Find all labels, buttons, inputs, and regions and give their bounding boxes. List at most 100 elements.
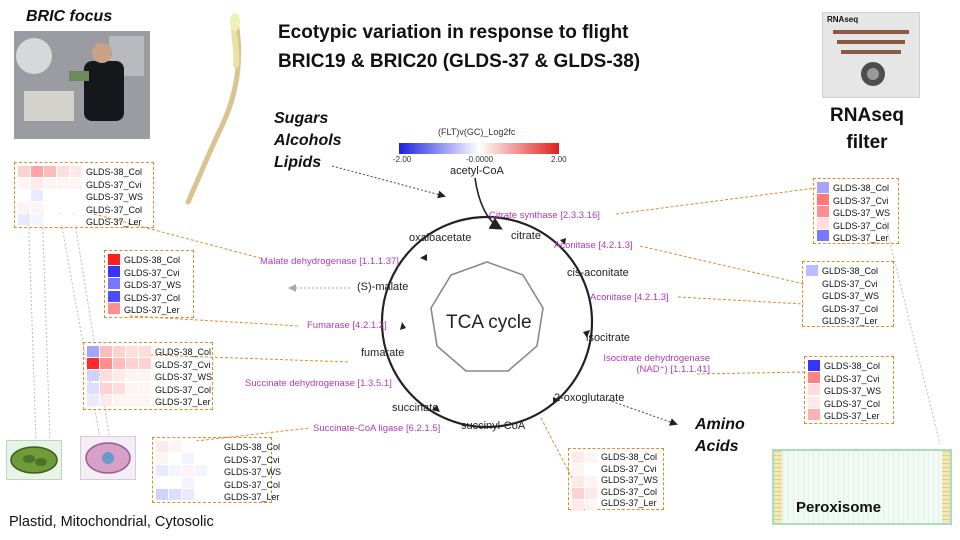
heatmap-cell xyxy=(585,452,597,463)
heatmap-cell xyxy=(182,465,194,476)
heatmap-cell xyxy=(817,218,829,229)
heatmap-cell xyxy=(100,394,112,406)
heatmap-cell xyxy=(70,202,82,213)
bric-focus-label: BRIC focus xyxy=(26,8,113,25)
heatmap-cell xyxy=(808,384,820,396)
heatmap-malate-dh xyxy=(18,166,82,225)
heatmap-cell xyxy=(113,394,125,406)
sample-label: GLDS-37_Cvi xyxy=(822,278,878,289)
heatmap-cell xyxy=(808,408,820,420)
heatmap-labels: GLDS-38_Col GLDS-37_Cvi GLDS-37_WS GLDS-37_… xyxy=(86,166,144,227)
heatmap-cell xyxy=(156,453,168,464)
sample-label: GLDS-37_Cvi xyxy=(224,454,280,465)
enzyme-succinate-dh: Succinate dehydrogenase [1.3.5.1] xyxy=(245,378,392,389)
heatmap-cell xyxy=(108,278,120,290)
heatmap-cell xyxy=(806,313,818,324)
sample-label: GLDS-37_Ler xyxy=(601,498,657,509)
plastid-icon xyxy=(6,440,62,480)
heatmap-cell xyxy=(139,382,151,394)
heatmap-succinyl-ligase xyxy=(156,441,220,500)
heatmap-citrate-synthase xyxy=(817,182,829,241)
heatmap-cell xyxy=(182,441,194,452)
peroxisome-edge-left xyxy=(774,451,782,523)
heatmap-citrate-synthase-box: GLDS-38_Col GLDS-37_Cvi GLDS-37_WS GLDS-37_… xyxy=(813,178,899,244)
rnaseq-filter-label: RNAseq filter xyxy=(826,102,908,156)
heatmap-cell xyxy=(18,166,30,177)
sample-label: GLDS-37_Col xyxy=(124,292,181,303)
metabolite-fumarate: fumarate xyxy=(361,347,405,359)
heatmap-succinate-dh-box: GLDS-38_Col GLDS-37_Cvi GLDS-37_WS GLDS-37_… xyxy=(83,342,213,410)
sample-label: GLDS-37_WS xyxy=(86,192,144,203)
heatmap-cell xyxy=(87,358,99,370)
metabolite-malate: (S)-malate xyxy=(357,281,409,293)
metabolite-acetyl-coa: acetyl-CoA xyxy=(450,165,504,177)
heatmap-cell xyxy=(817,230,829,241)
heatmap-cell xyxy=(572,452,584,463)
seedling-illustration xyxy=(185,13,242,205)
mitochondrion-icon xyxy=(80,436,136,480)
input-sugars: Sugars xyxy=(274,110,329,127)
heatmap-cell xyxy=(169,477,181,488)
heatmap-labels: GLDS-38_Col GLDS-37_Cvi GLDS-37_WS GLDS-37_… xyxy=(224,441,281,502)
sample-label: GLDS-37_Cvi xyxy=(124,267,180,278)
heatmap-cell xyxy=(139,346,151,357)
heatmap-cell xyxy=(113,370,125,382)
amino-acids-label: Amino Acids xyxy=(695,414,745,458)
rnaseq-thumbnail: RNAseq xyxy=(822,12,920,98)
heatmap-cell xyxy=(572,488,584,499)
heatmap-cell xyxy=(169,489,181,500)
heatmap-cell xyxy=(808,360,820,371)
enzyme-malate-dh: Malate dehydrogenase [1.1.1.37] xyxy=(260,256,399,267)
sample-label: GLDS-38_Col xyxy=(86,167,143,177)
sample-label: GLDS-37_Col xyxy=(824,398,881,409)
title-line-2: BRIC19 & BRIC20 (GLDS-37 & GLDS-38) xyxy=(278,51,641,72)
heatmap-cell xyxy=(18,214,30,225)
sample-label: GLDS-37_WS xyxy=(124,280,182,291)
heatmap-oxoglutarate-box: GLDS-38_Col GLDS-37_Cvi GLDS-37_WS GLDS-37_… xyxy=(568,448,664,511)
input-lipids: Lipids xyxy=(274,154,322,171)
heatmap-cell xyxy=(139,394,151,406)
heatmap-labels: GLDS-38_Col GLDS-37_Cvi GLDS-37_WS GLDS-37_… xyxy=(822,265,879,326)
heatmap-cell xyxy=(126,382,138,394)
heatmap-cell xyxy=(139,358,151,370)
heatmap-cell xyxy=(585,500,597,511)
heatmap-cell xyxy=(156,465,168,476)
heatmap-cell xyxy=(31,190,43,201)
heatmap-cell xyxy=(572,464,584,475)
heatmap-cell xyxy=(169,465,181,476)
legend-max: 2.00 xyxy=(551,155,567,164)
sample-label: GLDS-37_Cvi xyxy=(86,179,142,190)
heatmap-cell xyxy=(156,489,168,500)
heatmap-cell xyxy=(70,214,82,225)
heatmap-oxoglutarate xyxy=(572,452,597,511)
heatmap-cell xyxy=(57,166,69,177)
heatmap-cell xyxy=(100,346,112,357)
heatmap-cell xyxy=(57,178,69,189)
sample-label: GLDS-37_Ler xyxy=(124,305,180,316)
rnaseq-filter-line1: RNAseq xyxy=(830,105,904,126)
heatmap-cell xyxy=(195,465,207,476)
metabolite-succinate: succinate xyxy=(392,402,439,414)
heatmap-cell xyxy=(817,194,829,205)
heatmap-labels: GLDS-38_Col GLDS-37_Cvi GLDS-37_WS GLDS-37_… xyxy=(824,360,881,421)
heatmap-cell xyxy=(113,382,125,394)
heatmap-cell xyxy=(806,301,818,312)
compartments-caption: Plastid, Mitochondrial, Cytosolic xyxy=(9,514,214,530)
heatmap-cell xyxy=(195,477,207,488)
heatmap-cell xyxy=(44,214,56,225)
sample-label: GLDS-38_Col xyxy=(824,361,881,371)
tca-cycle-label: TCA cycle xyxy=(446,312,532,333)
heatmap-cell xyxy=(195,453,207,464)
heatmap-cell xyxy=(108,290,120,302)
heatmap-cell xyxy=(208,489,220,500)
input-alcohols: Alcohols xyxy=(274,132,342,149)
heatmap-cell xyxy=(18,190,30,201)
heatmap-cell xyxy=(208,453,220,464)
sample-label: GLDS-38_Col xyxy=(601,452,658,462)
sample-label: GLDS-37_WS xyxy=(833,208,891,219)
legend-min: -2.00 xyxy=(393,155,412,164)
inputs-label: Sugars Alcohols Lipids xyxy=(274,108,342,174)
rnaseq-filter-line2: filter xyxy=(846,132,888,153)
heatmap-cell xyxy=(806,289,818,300)
heatmap-cell xyxy=(31,214,43,225)
